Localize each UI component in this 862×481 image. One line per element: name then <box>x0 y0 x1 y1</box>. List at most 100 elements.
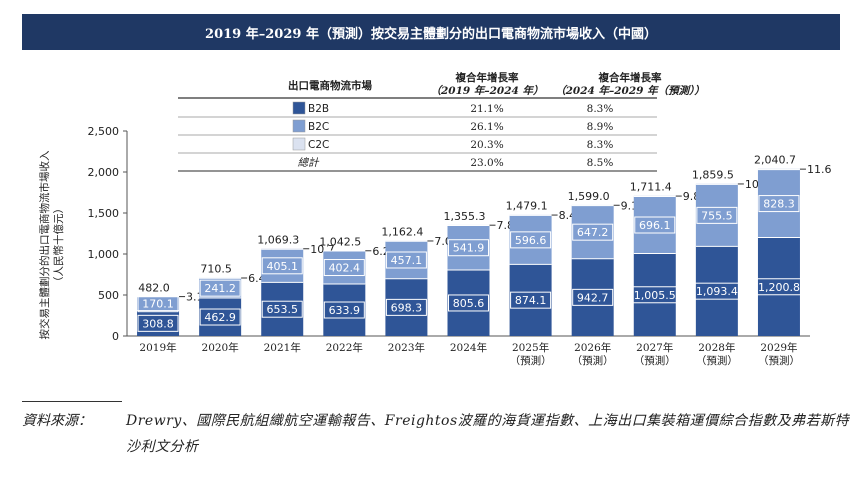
source-label: 資料來源： <box>22 413 92 429</box>
table-header-cagr-2: （2024 年–2029 年（預測）） <box>555 84 705 97</box>
y-tick-label: 500 <box>98 289 119 302</box>
b2b-label-box <box>510 291 552 309</box>
x-tick-label: （預測） <box>758 354 800 367</box>
x-tick-label: 2023年 <box>388 341 425 354</box>
total-value-label: 1,042.5 <box>319 236 361 249</box>
legend-swatch <box>292 119 306 133</box>
b2c-value-label: 241.2 <box>204 282 236 295</box>
x-tick-label: 2024年 <box>450 341 487 354</box>
bar-b2b <box>199 298 242 336</box>
x-tick-label: 2027年 <box>636 341 673 354</box>
b2b-value-label: 874.1 <box>515 294 547 307</box>
bar-b2b <box>447 269 490 336</box>
b2c-value-label: 541.9 <box>453 242 485 255</box>
b2b-value-label: 462.9 <box>204 311 236 324</box>
legend-label: C2C <box>308 139 329 151</box>
bar-b2b <box>385 278 428 336</box>
cagr-2019-2024: 20.3% <box>470 139 503 151</box>
b2b-label-box <box>385 298 427 316</box>
b2b-value-label: 308.8 <box>142 317 174 330</box>
table-header-market: 出口電商物流市場 <box>288 79 372 92</box>
x-tick-label: 2022年 <box>326 341 363 354</box>
bar-b2b <box>757 237 800 336</box>
y-axis-title: （人民幣十億元） <box>52 203 65 287</box>
b2c-value-label: 696.1 <box>639 219 671 232</box>
b2c-label-box <box>385 251 427 269</box>
b2b-value-label: 698.3 <box>391 301 423 314</box>
bar-b2c <box>199 278 242 299</box>
cagr-2019-2024: 21.1% <box>470 103 503 115</box>
cagr-2019-2024: 26.1% <box>470 121 503 133</box>
b2b-label-box <box>323 301 365 319</box>
bar-b2c <box>385 241 428 279</box>
b2c-value-label: 828.3 <box>763 198 795 211</box>
bar-b2c <box>571 205 614 259</box>
bar-b2b <box>633 253 676 336</box>
b2c-label-box <box>758 195 800 213</box>
x-tick-label: 2019年 <box>139 341 176 354</box>
chart-title: 2019 年–2029 年（預測）按交易主體劃分的出口電商物流市場收入（中國） <box>22 14 840 50</box>
b2c-value-label: 457.1 <box>391 254 423 267</box>
b2b-value-label: 1,200.8 <box>758 281 800 294</box>
x-tick-label: （預測） <box>510 354 552 367</box>
b2b-value-label: 653.5 <box>266 303 298 316</box>
x-tick-label: 2026年 <box>574 341 611 354</box>
total-value-label: 1,069.3 <box>257 233 299 246</box>
source-divider <box>22 401 122 402</box>
bar-b2b <box>509 264 552 336</box>
cagr-2024-2029: 8.9% <box>587 121 614 133</box>
stacked-bar-chart: 0 500 1,000 1,500 2,000 2,500 按交易主體劃分的出口電商物流市場… <box>38 71 832 367</box>
y-tick-label: 2,500 <box>88 125 120 138</box>
total-value-label: 2,040.7 <box>754 154 796 167</box>
bar-b2b <box>695 246 738 336</box>
bar-b2c <box>323 251 366 285</box>
b2b-value-label: 1,005.5 <box>634 289 676 302</box>
total-value-label: 482.0 <box>138 281 170 294</box>
total-value-label: 1,599.0 <box>568 190 610 203</box>
bar-b2b <box>261 282 304 336</box>
b2b-label-box <box>137 314 179 332</box>
x-tick-label: 2028年 <box>698 341 735 354</box>
b2b-label-box <box>751 278 807 296</box>
x-tick-label: （預測） <box>634 354 676 367</box>
legend-label-total: 總計 <box>298 157 320 169</box>
total-value-label: 710.5 <box>200 263 232 276</box>
b2c-label-box <box>572 223 614 241</box>
b2c-value-label: 402.4 <box>329 262 361 275</box>
source-text: Drewry、國際民航組織航空運輸報告、Freightos波羅的海貨運指數、上海… <box>126 413 850 455</box>
c2c-value-label: 11.6 <box>807 163 832 176</box>
b2c-label-box <box>448 239 489 257</box>
cagr-2024-2029: 8.5% <box>587 157 614 169</box>
cagr-2024-2029: 8.3% <box>587 103 614 115</box>
x-tick-label: （預測） <box>572 354 614 367</box>
b2c-value-label: 596.6 <box>515 234 547 247</box>
b2b-label-box <box>627 286 683 304</box>
bar-b2c <box>695 184 738 247</box>
bar-b2c <box>261 249 304 283</box>
legend-swatch <box>292 137 306 151</box>
bar-b2c <box>509 215 552 265</box>
b2c-value-label: 170.1 <box>142 298 174 311</box>
bar-b2c <box>447 225 490 270</box>
b2b-label-box <box>448 294 489 312</box>
table-header-cagr-1: （2019 年–2024 年） <box>430 84 543 97</box>
b2c-label-box <box>696 206 738 224</box>
legend-label: B2B <box>308 103 329 115</box>
b2c-value-label: 755.5 <box>701 209 733 222</box>
b2b-label-box <box>689 282 745 300</box>
bar-b2c <box>633 196 676 254</box>
total-value-label: 1,162.4 <box>381 226 423 239</box>
bar-b2b <box>571 258 614 336</box>
x-tick-label: 2020年 <box>202 341 239 354</box>
table-header-cagr-2: 複合年增長率 <box>598 71 662 84</box>
b2c-label-box <box>323 259 365 277</box>
b2b-label-box <box>199 308 241 326</box>
b2c-label-box <box>510 231 552 249</box>
y-tick-label: 0 <box>112 330 119 343</box>
cagr-2019-2024: 23.0% <box>470 157 503 169</box>
b2c-label-box <box>261 257 303 275</box>
y-tick-label: 1,500 <box>88 207 120 220</box>
b2c-label-box <box>199 279 241 297</box>
total-value-label: 1,355.3 <box>444 210 486 223</box>
x-tick-label: 2025年 <box>512 341 549 354</box>
